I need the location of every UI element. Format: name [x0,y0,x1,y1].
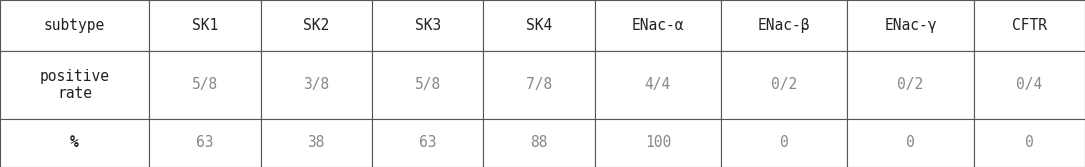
Bar [260,0,372,51]
Text: SK4: SK4 [526,18,552,33]
Bar [483,51,595,119]
Bar [372,0,483,51]
Bar [0,0,149,51]
Bar [973,119,1085,167]
Bar [149,0,260,51]
Text: 88: 88 [531,135,548,150]
Bar [483,0,595,51]
Bar [0,51,149,119]
Bar [260,119,372,167]
Bar [847,51,973,119]
Text: %: % [71,135,79,150]
Text: 0/2: 0/2 [897,77,923,92]
Bar [149,51,260,119]
Text: 7/8: 7/8 [526,77,552,92]
Text: 4/4: 4/4 [644,77,671,92]
Text: subtype: subtype [44,18,105,33]
Text: 38: 38 [307,135,325,150]
Text: 0: 0 [906,135,915,150]
Bar [372,51,483,119]
Text: positive
rate: positive rate [39,68,110,101]
Text: 5/8: 5/8 [192,77,218,92]
Text: 63: 63 [419,135,436,150]
Text: ENac-γ: ENac-γ [884,18,936,33]
Text: 100: 100 [644,135,671,150]
Text: ENac-α: ENac-α [631,18,685,33]
Bar [973,51,1085,119]
Text: 0: 0 [1025,135,1034,150]
Text: SK2: SK2 [303,18,330,33]
Text: 5/8: 5/8 [414,77,441,92]
Bar [595,51,722,119]
Bar [260,51,372,119]
Bar [722,0,847,51]
Text: 0/2: 0/2 [771,77,797,92]
Bar [595,119,722,167]
Text: 63: 63 [196,135,214,150]
Bar [0,119,149,167]
Text: 0/4: 0/4 [1017,77,1043,92]
Text: SK1: SK1 [192,18,218,33]
Bar [847,0,973,51]
Bar [722,119,847,167]
Bar [483,119,595,167]
Bar [847,119,973,167]
Text: CFTR: CFTR [1012,18,1047,33]
Bar [595,0,722,51]
Bar [372,119,483,167]
Text: 0: 0 [780,135,789,150]
Text: ENac-β: ENac-β [758,18,810,33]
Bar [722,51,847,119]
Bar [149,119,260,167]
Text: SK3: SK3 [414,18,441,33]
Text: 3/8: 3/8 [303,77,330,92]
Bar [973,0,1085,51]
